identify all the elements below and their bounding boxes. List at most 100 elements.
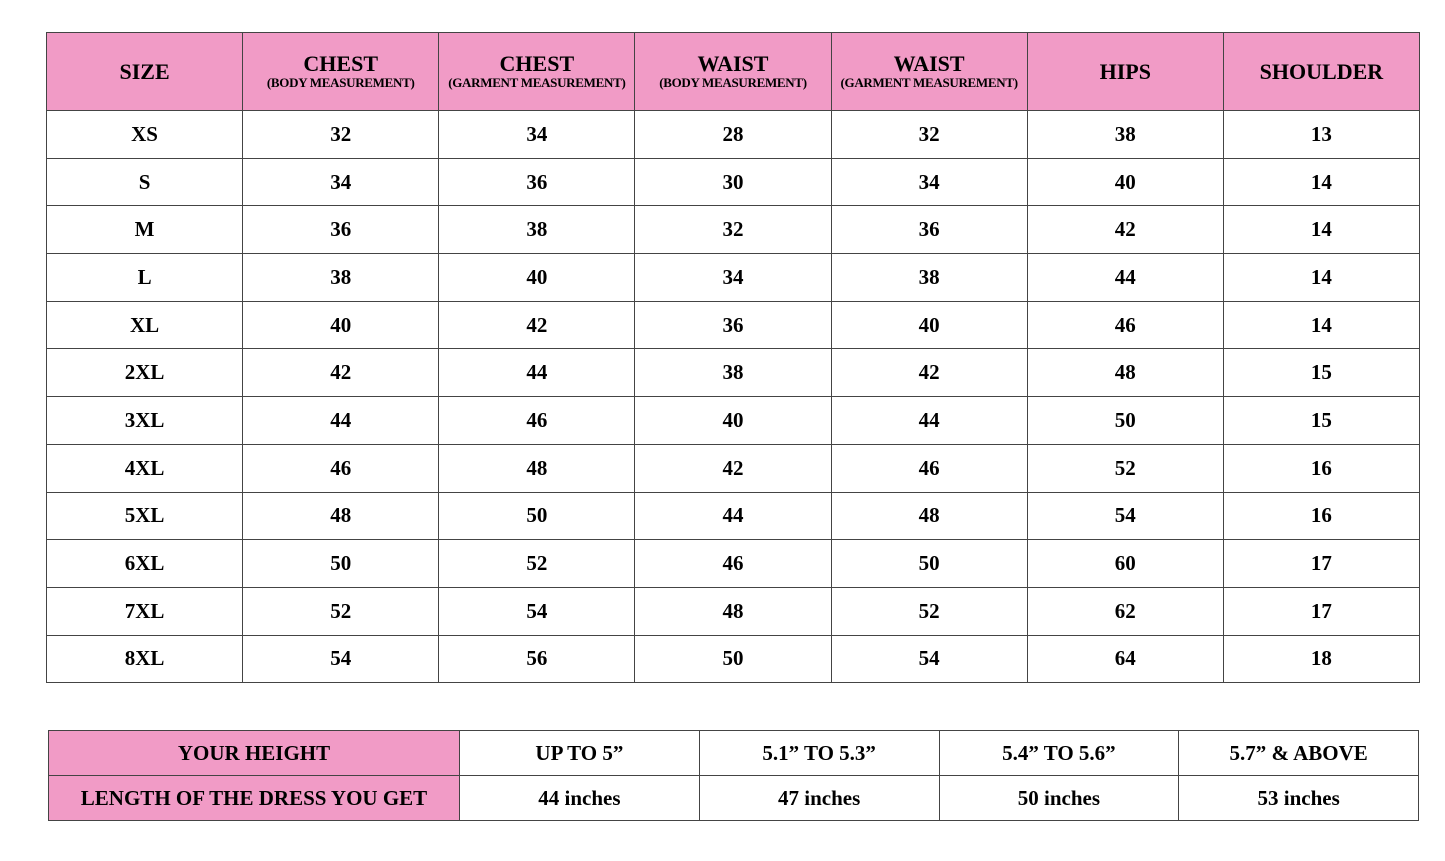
size-cell: 4XL xyxy=(45,443,244,493)
measurement-cell: 40 xyxy=(438,253,636,302)
measurement-cell: 42 xyxy=(1026,205,1224,255)
column-header: SHOULDER xyxy=(1222,32,1421,111)
table-row: 8XL 54 56 50 54 64 18 xyxy=(45,634,1421,684)
measurement-cell: 34 xyxy=(634,253,832,302)
measurement-cell: 17 xyxy=(1222,586,1421,636)
size-cell: XS xyxy=(45,110,244,159)
column-header-subtitle: (BODY MEASUREMENT) xyxy=(659,74,807,90)
size-cell: 2XL xyxy=(45,348,244,398)
column-header-title: CHEST xyxy=(303,50,378,76)
length-cell: 53 inches xyxy=(1178,775,1419,821)
measurement-cell: 14 xyxy=(1222,300,1421,350)
size-chart-header-row: SIZE CHEST (BODY MEASUREMENT) CHEST (GARMENT… xyxy=(45,32,1421,111)
height-cell: 5.4” TO 5.6” xyxy=(938,730,1180,776)
size-cell: 3XL xyxy=(45,396,244,445)
measurement-cell: 15 xyxy=(1222,396,1421,445)
table-row: 5XL 48 50 44 48 54 16 xyxy=(45,491,1421,541)
measurement-cell: 14 xyxy=(1222,205,1421,255)
height-row: YOUR HEIGHT UP TO 5” 5.1” TO 5.3” 5.4” TO … xyxy=(48,730,1419,776)
column-header-title: WAIST xyxy=(697,50,769,76)
measurement-cell: 34 xyxy=(242,157,440,207)
table-row: 7XL 52 54 48 52 62 17 xyxy=(45,586,1421,636)
length-cell: 47 inches xyxy=(698,775,940,821)
table-row: M 36 38 32 36 42 14 xyxy=(45,205,1421,255)
measurement-cell: 56 xyxy=(438,634,636,684)
measurement-cell: 44 xyxy=(1026,253,1224,302)
size-cell: XL xyxy=(45,300,244,350)
column-header: HIPS xyxy=(1026,32,1224,111)
height-cell: 5.7” & ABOVE xyxy=(1178,730,1419,776)
measurement-cell: 52 xyxy=(1026,443,1224,493)
size-cell: S xyxy=(45,157,244,207)
measurement-cell: 15 xyxy=(1222,348,1421,398)
length-row: LENGTH OF THE DRESS YOU GET 44 inches 47 … xyxy=(48,775,1419,821)
table-row: 6XL 50 52 46 50 60 17 xyxy=(45,539,1421,588)
measurement-cell: 14 xyxy=(1222,253,1421,302)
measurement-cell: 44 xyxy=(634,491,832,541)
measurement-cell: 38 xyxy=(830,253,1028,302)
size-cell: M xyxy=(45,205,244,255)
measurement-cell: 32 xyxy=(634,205,832,255)
measurement-cell: 50 xyxy=(1026,396,1224,445)
measurement-cell: 54 xyxy=(242,634,440,684)
size-cell: 8XL xyxy=(45,634,244,684)
measurement-cell: 50 xyxy=(242,539,440,588)
measurement-cell: 54 xyxy=(1026,491,1224,541)
measurement-cell: 42 xyxy=(242,348,440,398)
size-chart-table: SIZE CHEST (BODY MEASUREMENT) CHEST (GARMENT… xyxy=(45,32,1421,684)
size-cell: 7XL xyxy=(45,586,244,636)
measurement-cell: 52 xyxy=(438,539,636,588)
column-header-title: WAIST xyxy=(893,50,965,76)
measurement-cell: 46 xyxy=(438,396,636,445)
length-cell: 50 inches xyxy=(938,775,1180,821)
measurement-cell: 13 xyxy=(1222,110,1421,159)
table-row: XL 40 42 36 40 46 14 xyxy=(45,300,1421,350)
measurement-cell: 18 xyxy=(1222,634,1421,684)
measurement-cell: 38 xyxy=(634,348,832,398)
measurement-cell: 48 xyxy=(1026,348,1224,398)
measurement-cell: 60 xyxy=(1026,539,1224,588)
height-label: YOUR HEIGHT xyxy=(48,730,460,776)
dress-length-table: YOUR HEIGHT UP TO 5” 5.1” TO 5.3” 5.4” TO … xyxy=(48,730,1419,821)
measurement-cell: 34 xyxy=(438,110,636,159)
table-row: S 34 36 30 34 40 14 xyxy=(45,157,1421,207)
column-header: WAIST (BODY MEASUREMENT) xyxy=(634,32,832,111)
measurement-cell: 17 xyxy=(1222,539,1421,588)
table-row: XS 32 34 28 32 38 13 xyxy=(45,110,1421,159)
column-header: WAIST (GARMENT MEASUREMENT) xyxy=(830,32,1028,111)
measurement-cell: 16 xyxy=(1222,491,1421,541)
measurement-cell: 38 xyxy=(1026,110,1224,159)
measurement-cell: 14 xyxy=(1222,157,1421,207)
measurement-cell: 36 xyxy=(242,205,440,255)
column-header-title: HIPS xyxy=(1099,58,1151,84)
column-header: CHEST (BODY MEASUREMENT) xyxy=(242,32,440,111)
measurement-cell: 54 xyxy=(438,586,636,636)
column-header-subtitle: (BODY MEASUREMENT) xyxy=(266,74,415,90)
column-header-title: SIZE xyxy=(119,58,170,84)
measurement-cell: 50 xyxy=(830,539,1028,588)
column-header-title: SHOULDER xyxy=(1259,58,1384,84)
length-cell: 44 inches xyxy=(459,775,700,821)
column-header-subtitle: (GARMENT MEASUREMENT) xyxy=(840,74,1018,90)
measurement-cell: 54 xyxy=(830,634,1028,684)
measurement-cell: 34 xyxy=(830,157,1028,207)
size-cell: 5XL xyxy=(45,491,244,541)
measurement-cell: 32 xyxy=(830,110,1028,159)
measurement-cell: 32 xyxy=(242,110,440,159)
measurement-cell: 36 xyxy=(438,157,636,207)
measurement-cell: 38 xyxy=(242,253,440,302)
measurement-cell: 52 xyxy=(830,586,1028,636)
table-row: 3XL 44 46 40 44 50 15 xyxy=(45,396,1421,445)
column-header-subtitle: (GARMENT MEASUREMENT) xyxy=(448,74,626,90)
measurement-cell: 44 xyxy=(830,396,1028,445)
measurement-cell: 40 xyxy=(1026,157,1224,207)
measurement-cell: 16 xyxy=(1222,443,1421,493)
measurement-cell: 46 xyxy=(242,443,440,493)
measurement-cell: 48 xyxy=(242,491,440,541)
column-header: CHEST (GARMENT MEASUREMENT) xyxy=(438,32,636,111)
measurement-cell: 44 xyxy=(438,348,636,398)
measurement-cell: 42 xyxy=(438,300,636,350)
measurement-cell: 42 xyxy=(634,443,832,493)
measurement-cell: 28 xyxy=(634,110,832,159)
measurement-cell: 38 xyxy=(438,205,636,255)
